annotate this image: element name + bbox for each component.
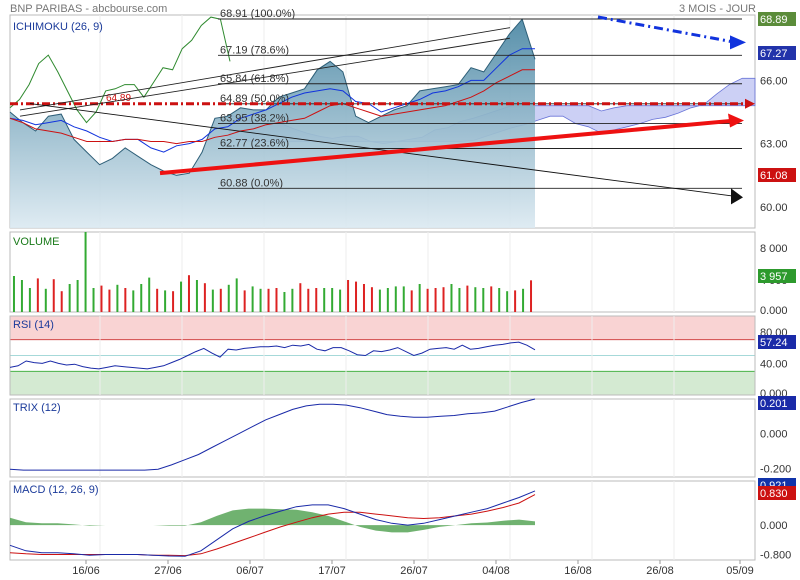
volume-last-value-bg — [758, 269, 796, 283]
fibonacci-label: 64.89 (50.0%) — [220, 93, 289, 105]
chikou-line — [9, 16, 231, 124]
rising-trendline — [159, 118, 737, 176]
channel-line-lower — [19, 37, 511, 117]
rsi-line — [9, 341, 536, 370]
trix-panel-frame — [9, 398, 756, 478]
x-tick-label: 17/07 — [318, 565, 346, 577]
ichimoku-y-tick: 63.00 — [760, 139, 788, 151]
rsi-oversold-zone — [10, 371, 755, 395]
volume-y-tick: 0.000 — [760, 305, 788, 317]
ichimoku-last-chikou-bg — [758, 12, 796, 26]
projection-arrow — [730, 35, 746, 50]
trix-y-tick: 0.000 — [760, 429, 788, 441]
x-tick-label: 27/06 — [154, 565, 182, 577]
tenkan-line — [9, 48, 535, 153]
chart-header-title: BNP PARIBAS - abcbourse.com — [10, 3, 168, 15]
ichimoku-last-tenkan-bg — [758, 46, 796, 60]
volume-y-tick: 8 000 — [760, 243, 788, 255]
ichimoku-last-kijun: 61.08 — [760, 170, 788, 182]
macd-panel-frame — [9, 480, 756, 561]
ichimoku-title: ICHIMOKU (26, 9) — [13, 21, 103, 33]
resistance-annotation: 64.89 — [106, 93, 131, 104]
volume-last-value: 3 957 — [760, 271, 788, 283]
x-tick-label: 04/08 — [482, 565, 510, 577]
descending-trendline — [29, 103, 736, 197]
chart-period-label: 3 MOIS - JOUR — [678, 3, 756, 15]
rsi-overbought-zone — [10, 316, 755, 340]
fibonacci-label: 62.77 (23.6%) — [220, 137, 289, 149]
ichimoku-y-tick: 60.00 — [760, 202, 788, 214]
rising-arrow — [728, 113, 744, 128]
macd-last-signal-bg — [758, 486, 796, 500]
ichimoku-y-tick: 66.00 — [760, 75, 788, 87]
rsi-last-value: 57.24 — [760, 337, 788, 349]
trix-title: TRIX (12) — [13, 402, 61, 414]
descending-arrow — [731, 188, 743, 205]
fibonacci-label: 63.95 (38.2%) — [220, 113, 289, 125]
rsi-y-tick: 40.00 — [760, 358, 788, 370]
macd-line — [9, 490, 536, 557]
x-tick-label: 26/07 — [400, 565, 428, 577]
ichimoku-last-kijun-bg — [758, 168, 796, 182]
rsi-last-value-bg — [758, 335, 796, 349]
trix-y-tick: -0.200 — [760, 463, 791, 475]
x-tick-label: 16/08 — [564, 565, 592, 577]
macd-title: MACD (12, 26, 9) — [13, 484, 99, 496]
rsi-panel-frame — [9, 315, 756, 396]
volume-title: VOLUME — [13, 236, 59, 248]
trix-line — [9, 398, 536, 471]
resistance-arrow — [745, 98, 755, 109]
fibonacci-label: 60.88 (0.0%) — [220, 177, 283, 189]
macd-y-tick: 0.000 — [760, 520, 788, 532]
fibonacci-label: 68.91 (100.0%) — [220, 8, 295, 20]
fibonacci-label: 67.19 (78.6%) — [220, 44, 289, 56]
trix-last-value: 0.201 — [760, 398, 788, 410]
macd-last-signal: 0.830 — [760, 488, 788, 500]
x-tick-label: 06/07 — [236, 565, 264, 577]
macd-histogram — [10, 508, 535, 533]
macd-y-tick: -0.800 — [760, 549, 791, 561]
trix-last-value-bg — [758, 396, 796, 410]
projection-line — [597, 15, 737, 44]
ichimoku-last-chikou: 68.89 — [760, 14, 788, 26]
ichimoku-last-tenkan: 67.27 — [760, 48, 788, 60]
rsi-title: RSI (14) — [13, 319, 54, 331]
x-tick-label: 26/08 — [646, 565, 674, 577]
volume-panel-frame — [9, 231, 756, 313]
x-tick-label: 16/06 — [72, 565, 100, 577]
x-tick-label: 05/09 — [726, 565, 754, 577]
channel-line-upper — [19, 27, 511, 111]
